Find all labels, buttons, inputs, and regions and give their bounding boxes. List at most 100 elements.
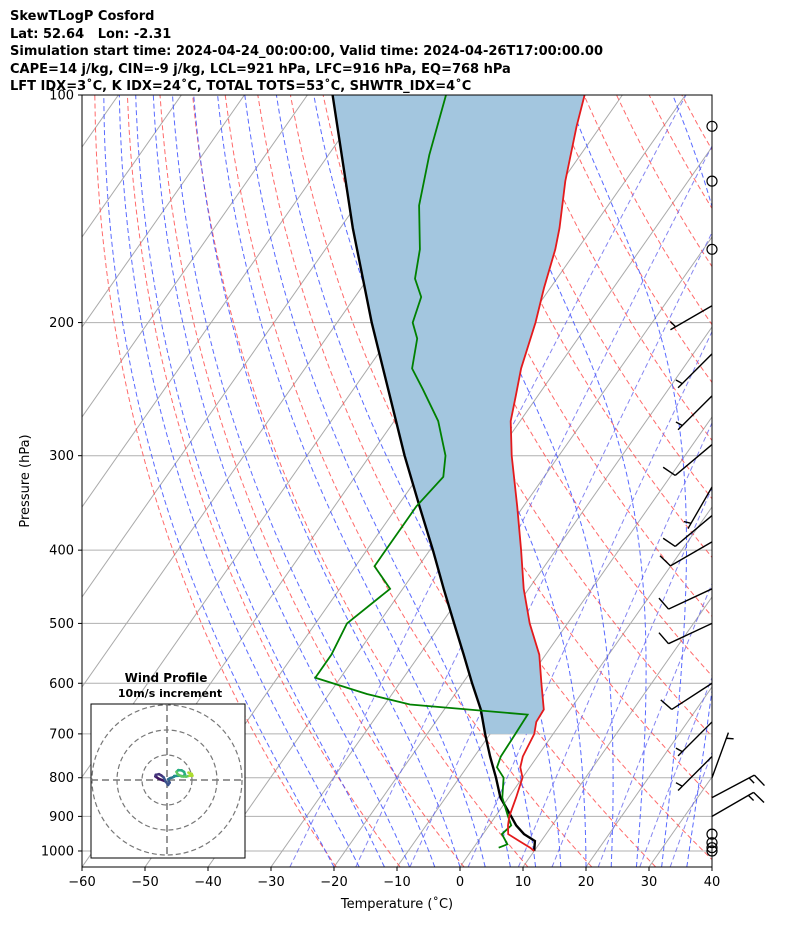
isotherm-gridline [82,95,245,328]
wind-barb [658,588,713,610]
y-axis-label: Pressure (hPa) [18,434,33,527]
moist-adiabat [217,95,486,867]
barb-flag-half [675,421,683,427]
barb-staff [671,682,713,710]
calm-wind-marker [706,828,718,840]
mixing-ratio-line [597,582,712,867]
isotherm-gridline [270,236,712,867]
dry-adiabat [747,95,794,867]
barb-flag-full [660,699,673,710]
wind-barb [711,774,765,799]
x-tick-label: 10 [515,875,532,890]
y-tick-label: 700 [49,727,74,742]
calm-wind-marker [706,120,718,132]
barb-staff [670,541,713,567]
barb-staff [677,756,713,791]
wind-barb [675,353,713,389]
dry-adiabat [126,95,401,867]
calm-wind-marker [706,837,718,849]
y-tick-label: 400 [49,544,74,559]
temperature-line [507,95,586,852]
barb-staff [670,305,713,331]
x-tick-label: −50 [131,875,158,890]
isotherm-gridline [711,866,712,867]
calm-wind-marker [706,175,718,187]
moist-adiabat [135,95,385,867]
moist-adiabat [172,95,436,867]
barb-flag-half [675,782,683,787]
isotherm-gridline [82,95,371,508]
barb-flag-half [683,520,692,525]
dry-adiabat [550,95,712,384]
mixing-ratio-line [669,751,712,867]
barb-staff [677,395,713,431]
y-tick-label: 200 [49,316,74,331]
chart-title-block: SkewTLogP Cosford Lat: 52.64 Lon: -2.31 … [10,8,603,96]
hodograph-title: Wind Profile [125,671,208,685]
hodograph-plot [91,704,245,858]
cape-area [332,95,585,734]
mixing-ratio-line [289,95,687,867]
wind-barbs-layer [658,120,765,857]
wind-barb [658,622,713,645]
barb-flag-full [658,597,670,610]
wind-barb [669,305,713,331]
moist-adiabat [193,95,461,867]
barb-flag-half [748,777,755,784]
barb-flag-full [659,555,671,567]
y-tick-label: 300 [49,449,74,464]
moist-adiabat [412,95,614,867]
dewpoint-line [313,95,530,849]
profile-lines-layer [313,95,586,852]
x-axis-label: Temperature (˚C) [340,896,453,912]
hodograph-layer: Wind Profile 10m/s increment [90,671,246,859]
dry-adiabat [387,95,712,677]
isotherm-gridline [459,506,712,867]
x-tick-label: 40 [704,875,721,890]
wind-barb [660,682,713,710]
barb-staff [677,721,713,757]
dry-adiabat [159,95,465,867]
barb-staff [668,588,713,610]
mixing-ratio-line [355,145,712,867]
barb-staff [687,486,713,529]
barb-flag-full [753,774,765,787]
x-tick-label: −10 [383,875,410,890]
barb-staff [711,774,755,799]
isotherm-gridline [333,326,712,867]
barb-staff [668,622,713,645]
barb-flag-full [753,791,765,804]
y-tick-label: 900 [49,810,74,825]
mixing-ratio-line [467,330,712,867]
mixing-ratio-line [551,486,712,867]
isotherm-gridline [82,95,308,418]
dry-adiabat [583,95,712,326]
y-tick-label: 600 [49,677,74,692]
calm-wind-marker [706,845,718,857]
barb-flag-full [662,537,676,547]
x-tick-label: −40 [194,875,221,890]
barb-staff [711,791,754,817]
barb-flag-half [747,794,755,801]
parcel-profile-line [331,95,537,852]
y-tick-label: 1000 [41,844,74,859]
x-tick-label: 20 [578,875,595,890]
cape-fill-layer [332,95,585,734]
y-tick-label: 100 [49,89,74,104]
hodograph-segment [187,771,193,776]
title-indices-1: CAPE=14 j/kg, CIN=-9 j/kg, LCL=921 hPa, … [10,61,511,77]
isotherm-gridline [522,596,712,867]
wind-barb [711,732,734,778]
x-tick-label: 0 [456,875,464,890]
hodograph-subtitle: 10m/s increment [118,687,222,700]
barb-flag-full [662,466,676,476]
barb-flag-half [669,321,677,328]
barb-flag-full [658,632,670,645]
wind-barb [675,721,713,757]
title-station: SkewTLogP Cosford [10,9,155,24]
barb-staff [677,353,713,389]
title-location: Lat: 52.64 Lon: -2.31 [10,26,172,42]
mixing-ratio-line [517,421,712,867]
mixing-ratio-line [639,676,712,867]
